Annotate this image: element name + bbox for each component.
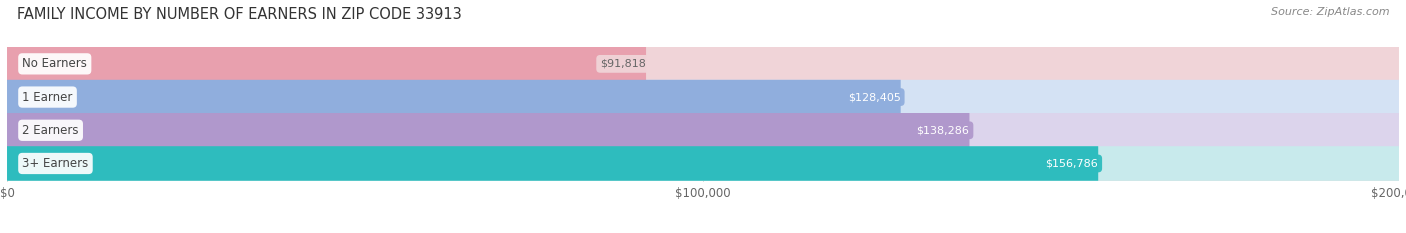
Bar [7, 114, 1399, 147]
Text: FAMILY INCOME BY NUMBER OF EARNERS IN ZIP CODE 33913: FAMILY INCOME BY NUMBER OF EARNERS IN ZI… [17, 7, 461, 22]
Text: $91,818: $91,818 [600, 59, 645, 69]
Text: Source: ZipAtlas.com: Source: ZipAtlas.com [1271, 7, 1389, 17]
Text: $156,786: $156,786 [1046, 158, 1098, 168]
FancyBboxPatch shape [7, 47, 645, 81]
Text: $128,405: $128,405 [848, 92, 901, 102]
FancyBboxPatch shape [7, 113, 1399, 147]
FancyBboxPatch shape [7, 80, 901, 114]
Text: 1 Earner: 1 Earner [22, 91, 73, 104]
Bar [7, 80, 1399, 114]
FancyBboxPatch shape [7, 113, 970, 147]
Bar [7, 47, 1399, 80]
Text: 2 Earners: 2 Earners [22, 124, 79, 137]
FancyBboxPatch shape [7, 47, 1399, 81]
FancyBboxPatch shape [7, 146, 1098, 181]
Text: 3+ Earners: 3+ Earners [22, 157, 89, 170]
Bar [7, 147, 1399, 180]
Text: $138,286: $138,286 [917, 125, 970, 135]
Text: No Earners: No Earners [22, 57, 87, 70]
FancyBboxPatch shape [7, 146, 1399, 181]
FancyBboxPatch shape [7, 80, 1399, 114]
